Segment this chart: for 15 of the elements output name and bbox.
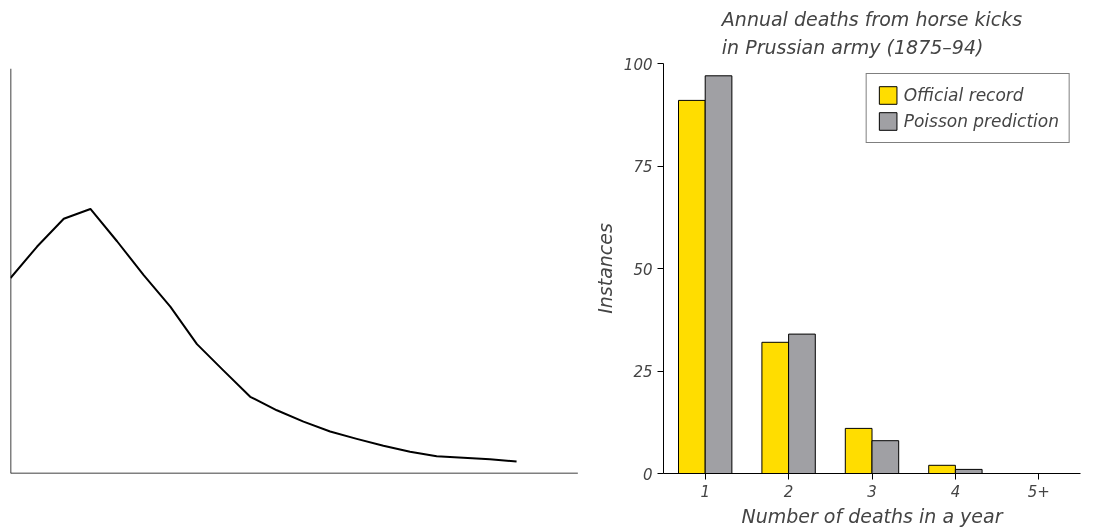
legend-label: Poisson prediction <box>903 111 1059 131</box>
x-tick-label: 1 <box>700 482 710 501</box>
chart-title: Annual deaths from horse kicks in Prussian army (1875–94) <box>719 7 1023 59</box>
x-tick-label: 5+ <box>1027 482 1050 501</box>
y-tick-label: 75 <box>633 158 653 176</box>
y-tick-label: 25 <box>633 363 653 381</box>
x-axis-title: Number of deaths in a year <box>741 504 1004 527</box>
y-axis-title: Instances <box>593 223 616 314</box>
x-tick-label: 3 <box>867 482 877 501</box>
y-tick-label: 100 <box>623 55 653 74</box>
x-tick-label: 2 <box>783 482 794 501</box>
y-tick-label: 0 <box>642 465 653 484</box>
x-tick-label: 4 <box>950 482 961 501</box>
y-tick-label: 50 <box>633 260 653 279</box>
legend-label: Official record <box>903 85 1024 105</box>
